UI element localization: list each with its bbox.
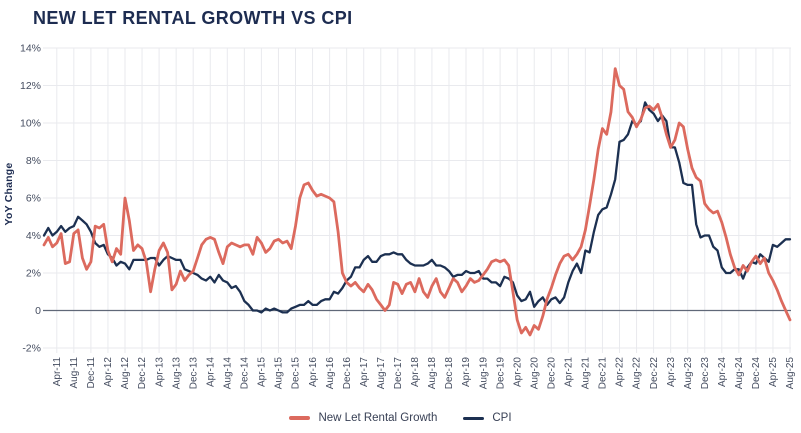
- x-tick-label: Apr-25: [768, 357, 779, 387]
- x-tick-label: Apr-17: [359, 357, 370, 387]
- x-tick-label: Dec-14: [240, 357, 251, 390]
- y-tick-label: 6%: [26, 193, 41, 205]
- x-tick-label: Apr-20: [512, 357, 523, 387]
- x-tick-label: Apr-23: [666, 357, 677, 387]
- x-tick-label: Apr-21: [564, 357, 575, 387]
- legend-item-rental: New Let Rental Growth: [289, 412, 437, 424]
- x-tick-label: Dec-23: [700, 357, 711, 390]
- y-tick-label: 8%: [26, 155, 41, 167]
- x-tick-label: Apr-15: [257, 357, 268, 387]
- x-tick-label: Dec-19: [495, 357, 506, 390]
- x-tick-label: Aug-22: [632, 357, 643, 390]
- legend-label-cpi: CPI: [492, 412, 512, 424]
- x-tick-label: Aug-17: [376, 357, 387, 390]
- x-tick-label: Aug-16: [325, 357, 336, 390]
- x-tick-label: Aug-20: [529, 357, 540, 390]
- x-tick-label: Dec-11: [86, 357, 97, 389]
- x-tick-label: Aug-19: [478, 357, 489, 390]
- x-tick-label: Aug-24: [734, 357, 745, 390]
- legend: New Let Rental Growth CPI: [0, 408, 801, 428]
- y-tick-label: 0: [35, 305, 41, 317]
- cpi-line-swatch-icon: [463, 416, 485, 420]
- x-tick-label: Aug-11: [69, 357, 80, 389]
- x-tick-label: Apr-18: [410, 357, 421, 387]
- legend-item-cpi: CPI: [463, 412, 512, 424]
- x-tick-label: Aug-14: [223, 357, 234, 390]
- x-tick-label: Aug-25: [785, 357, 796, 390]
- rental-line-swatch-icon: [289, 416, 311, 420]
- y-tick-label: 2%: [26, 268, 41, 280]
- x-tick-label: Apr-12: [103, 357, 114, 387]
- x-tick-label: Dec-22: [649, 357, 660, 390]
- x-tick-label: Dec-24: [751, 357, 762, 390]
- x-tick-label: Apr-16: [308, 357, 319, 387]
- x-tick-label: Dec-15: [291, 357, 302, 390]
- x-tick-label: Apr-22: [615, 357, 626, 387]
- y-tick-label: 12%: [20, 80, 41, 92]
- x-tick-label: Dec-16: [342, 357, 353, 390]
- series-line-rental: [42, 67, 792, 337]
- x-tick-label: Dec-12: [137, 357, 148, 390]
- x-tick-label: Apr-11: [52, 357, 63, 387]
- x-tick-label: Apr-13: [154, 357, 165, 387]
- x-tick-label: Dec-17: [393, 357, 404, 390]
- x-tick-label: Dec-21: [598, 357, 609, 390]
- y-tick-label: 10%: [20, 118, 41, 130]
- x-tick-label: Aug-12: [120, 357, 131, 390]
- x-tick-label: Dec-18: [444, 357, 455, 390]
- y-tick-label: -2%: [22, 343, 41, 355]
- x-tick-label: Aug-15: [274, 357, 285, 390]
- y-tick-label: 14%: [20, 43, 41, 55]
- y-tick-label: 4%: [26, 230, 41, 242]
- x-tick-label: Apr-14: [205, 357, 216, 387]
- x-tick-label: Aug-13: [171, 357, 182, 390]
- x-tick-label: Aug-18: [427, 357, 438, 390]
- x-tick-label: Aug-21: [581, 357, 592, 390]
- x-tick-label: Apr-19: [461, 357, 472, 387]
- x-tick-label: Aug-23: [683, 357, 694, 390]
- chart-title: NEW LET RENTAL GROWTH VS CPI: [33, 8, 353, 28]
- legend-label-rental: New Let Rental Growth: [318, 412, 438, 424]
- x-tick-label: Apr-24: [717, 357, 728, 387]
- x-tick-label: Dec-20: [546, 357, 557, 390]
- x-tick-label: Dec-13: [188, 357, 199, 390]
